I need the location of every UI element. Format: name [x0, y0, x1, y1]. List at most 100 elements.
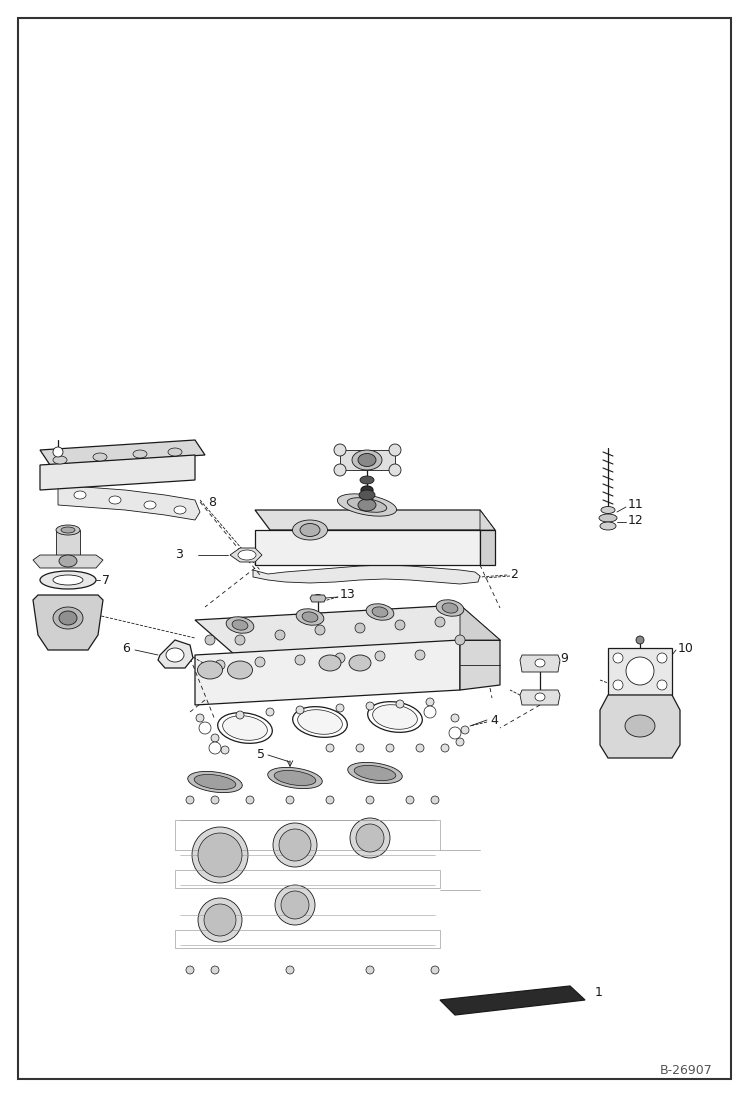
Ellipse shape — [372, 607, 388, 618]
Ellipse shape — [59, 611, 77, 625]
Circle shape — [275, 630, 285, 640]
Circle shape — [286, 966, 294, 974]
Circle shape — [246, 796, 254, 804]
Circle shape — [273, 823, 317, 867]
Ellipse shape — [267, 768, 322, 789]
Ellipse shape — [198, 661, 222, 679]
Circle shape — [455, 635, 465, 645]
Ellipse shape — [373, 704, 417, 730]
Circle shape — [199, 722, 211, 734]
Ellipse shape — [226, 617, 254, 633]
Ellipse shape — [625, 715, 655, 737]
Ellipse shape — [626, 657, 654, 685]
Circle shape — [326, 796, 334, 804]
Circle shape — [636, 636, 644, 644]
Bar — [175, 819, 440, 850]
Ellipse shape — [359, 490, 375, 500]
Bar — [175, 870, 440, 887]
Ellipse shape — [166, 648, 184, 661]
Circle shape — [186, 796, 194, 804]
Ellipse shape — [358, 499, 376, 511]
Circle shape — [296, 706, 304, 714]
Ellipse shape — [313, 595, 323, 601]
Ellipse shape — [40, 572, 96, 589]
Ellipse shape — [188, 771, 242, 793]
Ellipse shape — [144, 501, 156, 509]
Circle shape — [356, 824, 384, 852]
Ellipse shape — [361, 486, 373, 494]
Polygon shape — [608, 648, 672, 695]
Ellipse shape — [358, 453, 376, 466]
Circle shape — [416, 744, 424, 753]
Polygon shape — [440, 795, 480, 968]
Polygon shape — [195, 606, 500, 655]
Polygon shape — [520, 690, 560, 705]
Polygon shape — [255, 510, 495, 530]
Circle shape — [196, 714, 204, 722]
Ellipse shape — [53, 607, 83, 629]
Polygon shape — [460, 640, 500, 690]
Circle shape — [211, 734, 219, 742]
Circle shape — [426, 698, 434, 706]
Circle shape — [211, 796, 219, 804]
Bar — [175, 930, 440, 948]
Ellipse shape — [168, 448, 182, 456]
Circle shape — [451, 714, 459, 722]
Polygon shape — [40, 440, 205, 465]
Circle shape — [204, 904, 236, 936]
Ellipse shape — [436, 600, 464, 617]
Bar — [56, 530, 80, 555]
Ellipse shape — [222, 715, 267, 740]
Text: 7: 7 — [102, 574, 110, 587]
Circle shape — [315, 625, 325, 635]
Circle shape — [334, 464, 346, 476]
Text: 5: 5 — [257, 748, 265, 761]
Circle shape — [255, 657, 265, 667]
Circle shape — [236, 711, 244, 719]
Ellipse shape — [174, 506, 186, 514]
Circle shape — [211, 966, 219, 974]
Circle shape — [356, 744, 364, 753]
Circle shape — [355, 623, 365, 633]
Ellipse shape — [535, 693, 545, 701]
Circle shape — [406, 796, 414, 804]
Circle shape — [198, 898, 242, 942]
Polygon shape — [175, 760, 480, 795]
Text: 10: 10 — [678, 642, 694, 655]
Circle shape — [205, 635, 215, 645]
Circle shape — [335, 653, 345, 663]
Circle shape — [435, 617, 445, 627]
Text: 12: 12 — [628, 513, 643, 527]
Circle shape — [386, 744, 394, 753]
Circle shape — [186, 966, 194, 974]
Ellipse shape — [194, 774, 236, 790]
Circle shape — [375, 651, 385, 661]
Circle shape — [366, 702, 374, 710]
Ellipse shape — [600, 522, 616, 530]
Circle shape — [198, 833, 242, 877]
Polygon shape — [600, 695, 680, 758]
Text: 8: 8 — [208, 496, 216, 509]
Polygon shape — [175, 795, 440, 980]
Ellipse shape — [74, 491, 86, 499]
Circle shape — [415, 651, 425, 660]
Circle shape — [396, 700, 404, 708]
Ellipse shape — [535, 659, 545, 667]
Ellipse shape — [53, 456, 67, 464]
Ellipse shape — [348, 498, 386, 512]
Ellipse shape — [228, 661, 252, 679]
Text: 13: 13 — [340, 588, 356, 601]
Ellipse shape — [274, 770, 316, 785]
Ellipse shape — [599, 514, 617, 522]
Ellipse shape — [218, 713, 273, 744]
Circle shape — [275, 885, 315, 925]
Circle shape — [266, 708, 274, 716]
Ellipse shape — [337, 494, 396, 517]
Circle shape — [192, 827, 248, 883]
Text: 9: 9 — [560, 652, 568, 665]
Circle shape — [215, 660, 225, 670]
Polygon shape — [520, 655, 560, 672]
Circle shape — [441, 744, 449, 753]
Circle shape — [657, 680, 667, 690]
Polygon shape — [40, 455, 195, 490]
